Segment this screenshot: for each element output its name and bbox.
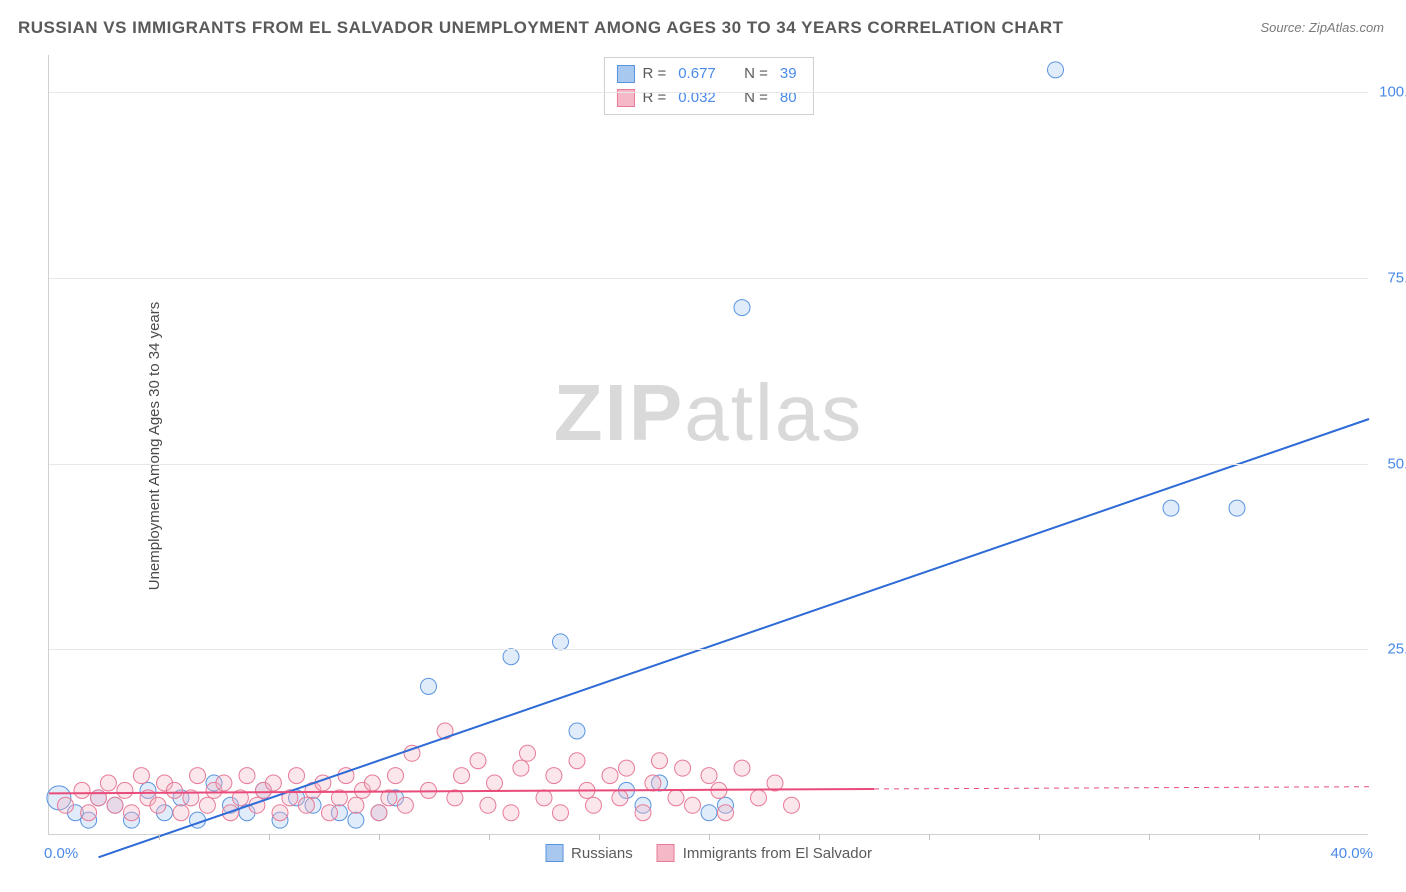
data-point bbox=[1229, 500, 1245, 516]
x-tick bbox=[379, 834, 380, 840]
data-point bbox=[470, 753, 486, 769]
data-point bbox=[81, 805, 97, 821]
data-point bbox=[117, 782, 133, 798]
data-point bbox=[784, 797, 800, 813]
data-point bbox=[668, 790, 684, 806]
x-tick bbox=[269, 834, 270, 840]
data-point bbox=[454, 768, 470, 784]
source-label: Source: ZipAtlas.com bbox=[1260, 20, 1384, 35]
data-point bbox=[199, 797, 215, 813]
data-point bbox=[675, 760, 691, 776]
data-point bbox=[173, 805, 189, 821]
data-point bbox=[1163, 500, 1179, 516]
chart-title: RUSSIAN VS IMMIGRANTS FROM EL SALVADOR U… bbox=[18, 18, 1064, 38]
data-point bbox=[569, 723, 585, 739]
data-point bbox=[239, 768, 255, 784]
data-point bbox=[58, 797, 74, 813]
data-point bbox=[133, 768, 149, 784]
x-tick bbox=[709, 834, 710, 840]
data-point bbox=[536, 790, 552, 806]
data-point bbox=[503, 805, 519, 821]
data-point bbox=[298, 797, 314, 813]
data-point bbox=[272, 805, 288, 821]
data-point bbox=[645, 775, 661, 791]
y-tick-label: 25.0% bbox=[1387, 641, 1406, 658]
x-tick bbox=[1039, 834, 1040, 840]
data-point bbox=[348, 812, 364, 828]
data-point bbox=[734, 300, 750, 316]
data-point bbox=[751, 790, 767, 806]
x-axis-end-label: 40.0% bbox=[1330, 845, 1373, 862]
data-point bbox=[265, 775, 281, 791]
data-point bbox=[124, 805, 140, 821]
data-point bbox=[487, 775, 503, 791]
data-point bbox=[619, 760, 635, 776]
data-point bbox=[701, 768, 717, 784]
plot-svg bbox=[49, 55, 1368, 834]
data-point bbox=[635, 805, 651, 821]
data-point bbox=[397, 797, 413, 813]
x-tick bbox=[159, 834, 160, 840]
data-point bbox=[388, 768, 404, 784]
x-tick bbox=[489, 834, 490, 840]
data-point bbox=[569, 753, 585, 769]
data-point bbox=[685, 797, 701, 813]
data-point bbox=[718, 805, 734, 821]
legend-item-russians: Russians bbox=[545, 844, 633, 862]
gridline-h bbox=[49, 649, 1368, 650]
legend-swatch-salvador-bottom bbox=[657, 844, 675, 862]
y-tick-label: 50.0% bbox=[1387, 455, 1406, 472]
data-point bbox=[190, 768, 206, 784]
data-point bbox=[421, 678, 437, 694]
data-point bbox=[734, 760, 750, 776]
data-point bbox=[480, 797, 496, 813]
data-point bbox=[546, 768, 562, 784]
legend-swatch-russians-bottom bbox=[545, 844, 563, 862]
legend-label-russians: Russians bbox=[571, 845, 633, 862]
data-point bbox=[652, 753, 668, 769]
data-point bbox=[520, 745, 536, 761]
data-point bbox=[216, 775, 232, 791]
x-tick bbox=[599, 834, 600, 840]
data-point bbox=[74, 782, 90, 798]
data-point bbox=[1048, 62, 1064, 78]
legend-label-salvador: Immigrants from El Salvador bbox=[683, 845, 872, 862]
data-point bbox=[602, 768, 618, 784]
gridline-h bbox=[49, 278, 1368, 279]
data-point bbox=[553, 634, 569, 650]
data-point bbox=[371, 805, 387, 821]
x-tick bbox=[1149, 834, 1150, 840]
gridline-h bbox=[49, 92, 1368, 93]
y-tick-label: 75.0% bbox=[1387, 269, 1406, 286]
data-point bbox=[364, 775, 380, 791]
x-tick bbox=[929, 834, 930, 840]
gridline-h bbox=[49, 464, 1368, 465]
trend-line-dashed bbox=[874, 787, 1369, 789]
data-point bbox=[553, 805, 569, 821]
data-point bbox=[100, 775, 116, 791]
chart-container: RUSSIAN VS IMMIGRANTS FROM EL SALVADOR U… bbox=[0, 0, 1406, 892]
data-point bbox=[503, 649, 519, 665]
data-point bbox=[447, 790, 463, 806]
x-tick bbox=[819, 834, 820, 840]
series-legend: Russians Immigrants from El Salvador bbox=[545, 844, 872, 862]
data-point bbox=[107, 797, 123, 813]
data-point bbox=[150, 797, 166, 813]
data-point bbox=[612, 790, 628, 806]
data-point bbox=[289, 768, 305, 784]
plot-area: ZIPatlas R = 0.677 N = 39 R = 0.032 N = … bbox=[48, 55, 1368, 835]
data-point bbox=[586, 797, 602, 813]
data-point bbox=[322, 805, 338, 821]
x-axis-start-label: 0.0% bbox=[44, 845, 78, 862]
data-point bbox=[701, 805, 717, 821]
data-point bbox=[513, 760, 529, 776]
x-tick bbox=[1259, 834, 1260, 840]
data-point bbox=[348, 797, 364, 813]
data-point bbox=[166, 782, 182, 798]
y-tick-label: 100.0% bbox=[1379, 84, 1406, 101]
legend-item-salvador: Immigrants from El Salvador bbox=[657, 844, 872, 862]
